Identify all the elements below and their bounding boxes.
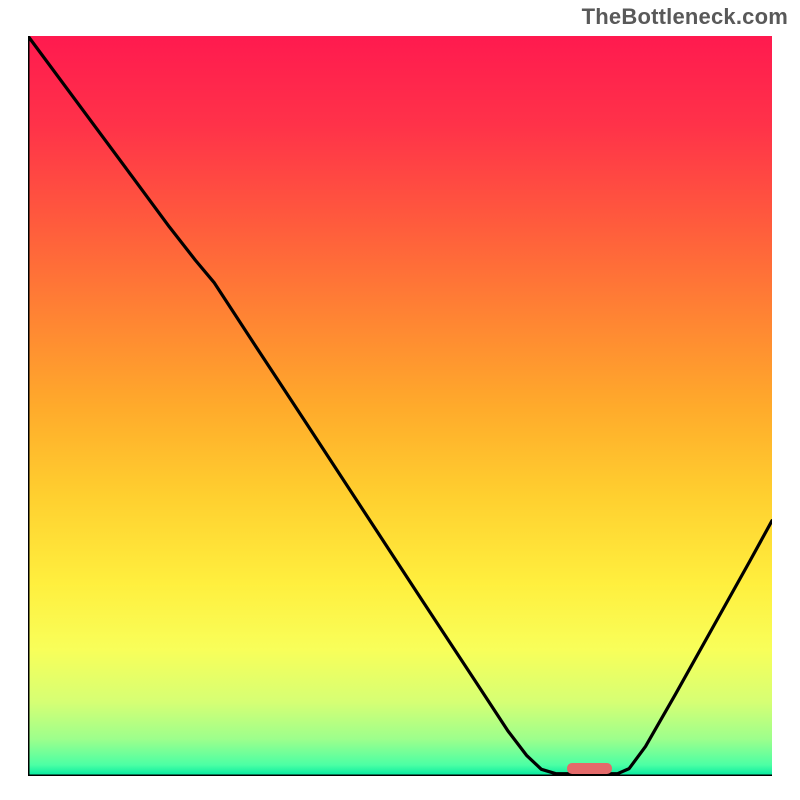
optimal-marker xyxy=(567,763,612,773)
plot-area xyxy=(28,36,772,776)
chart-container: TheBottleneck.com xyxy=(0,0,800,800)
gradient-background xyxy=(28,36,772,776)
watermark-text: TheBottleneck.com xyxy=(582,4,788,30)
